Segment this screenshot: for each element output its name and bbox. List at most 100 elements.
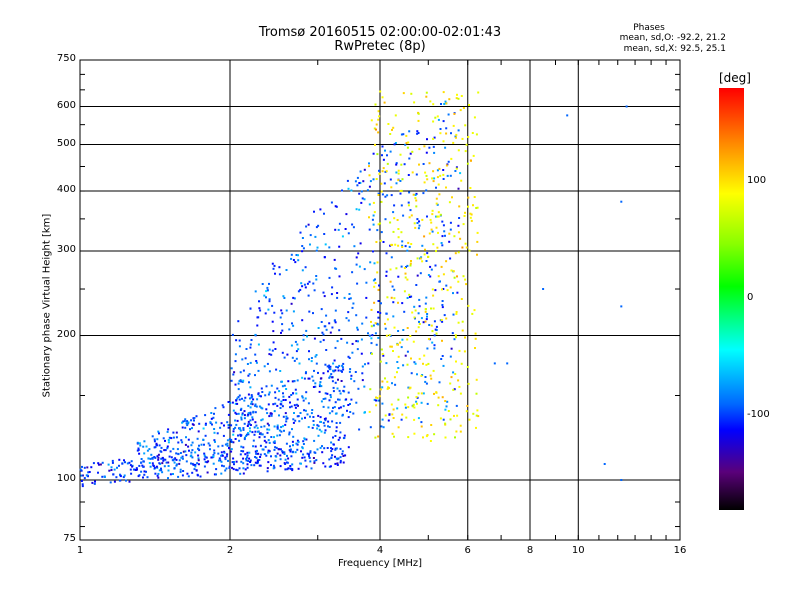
data-point — [265, 408, 268, 411]
data-point — [287, 380, 290, 383]
data-point — [471, 132, 474, 134]
data-point — [424, 376, 427, 378]
data-point — [358, 265, 361, 268]
data-point — [437, 211, 440, 214]
data-point — [152, 464, 155, 467]
data-point — [451, 332, 454, 335]
data-point — [401, 178, 404, 181]
data-point — [382, 241, 385, 243]
data-point — [355, 314, 358, 317]
data-point — [313, 210, 315, 213]
data-point — [426, 252, 429, 255]
data-point — [420, 401, 423, 404]
data-point — [400, 133, 403, 136]
data-point — [172, 473, 174, 475]
data-point — [468, 418, 471, 421]
data-point — [263, 365, 266, 368]
data-point — [317, 434, 320, 437]
data-point — [418, 224, 421, 227]
data-point — [301, 456, 304, 459]
data-point — [368, 334, 371, 337]
data-point — [313, 369, 315, 372]
data-point — [267, 451, 270, 454]
data-point — [382, 167, 385, 170]
data-point — [431, 341, 434, 344]
data-point — [295, 392, 298, 395]
data-point — [472, 204, 474, 207]
data-point — [408, 245, 411, 248]
data-point — [429, 275, 432, 278]
data-point — [248, 373, 251, 376]
data-point — [268, 348, 271, 351]
data-point — [124, 461, 126, 464]
data-point — [241, 413, 244, 416]
data-point — [298, 420, 301, 423]
data-point — [255, 360, 258, 362]
data-point — [266, 412, 269, 415]
data-point — [268, 428, 271, 431]
data-point — [113, 480, 116, 483]
data-point — [185, 422, 188, 425]
data-point — [406, 249, 409, 252]
data-point — [319, 340, 322, 343]
data-point — [241, 380, 244, 383]
data-point — [392, 350, 394, 352]
data-point — [230, 424, 233, 427]
data-point — [429, 374, 432, 377]
data-point — [239, 379, 242, 382]
data-point — [459, 392, 462, 395]
data-point — [421, 260, 424, 263]
data-point — [429, 440, 432, 442]
data-point — [469, 187, 472, 189]
data-point — [395, 182, 398, 185]
data-point — [347, 187, 350, 190]
data-point — [222, 434, 225, 437]
data-point — [459, 172, 462, 175]
data-point — [416, 222, 419, 224]
data-point — [408, 157, 411, 160]
data-point — [232, 430, 235, 433]
data-point — [373, 211, 376, 214]
data-point — [289, 448, 292, 451]
data-point — [401, 240, 404, 243]
data-point — [429, 100, 432, 103]
data-point — [464, 278, 467, 281]
data-point — [336, 292, 339, 294]
data-point — [314, 355, 317, 358]
data-point — [142, 445, 145, 448]
data-point — [304, 409, 307, 412]
data-point — [377, 194, 380, 196]
data-point — [256, 427, 259, 430]
data-point — [266, 422, 269, 425]
data-point — [297, 467, 300, 470]
data-point — [266, 289, 269, 292]
data-point — [395, 171, 398, 174]
data-point — [293, 297, 296, 300]
data-point — [175, 431, 178, 434]
data-point — [297, 440, 300, 443]
data-point — [238, 467, 241, 470]
data-point — [281, 450, 284, 453]
data-point — [332, 406, 334, 409]
data-point — [142, 465, 145, 468]
data-point — [92, 462, 95, 465]
data-point — [292, 296, 295, 299]
data-point — [254, 290, 257, 293]
data-point — [286, 461, 289, 464]
data-point — [454, 334, 457, 337]
data-point — [109, 481, 112, 484]
data-point — [370, 308, 373, 311]
data-point — [192, 423, 195, 426]
data-point — [432, 294, 435, 297]
data-point — [254, 421, 257, 424]
data-point — [410, 372, 413, 375]
data-point — [273, 311, 276, 314]
data-point — [329, 375, 332, 378]
data-point — [437, 396, 440, 399]
data-point — [235, 413, 238, 415]
data-point — [301, 319, 304, 322]
data-point — [404, 276, 407, 279]
data-point — [406, 264, 409, 267]
data-point — [414, 309, 417, 312]
data-point — [257, 316, 260, 319]
